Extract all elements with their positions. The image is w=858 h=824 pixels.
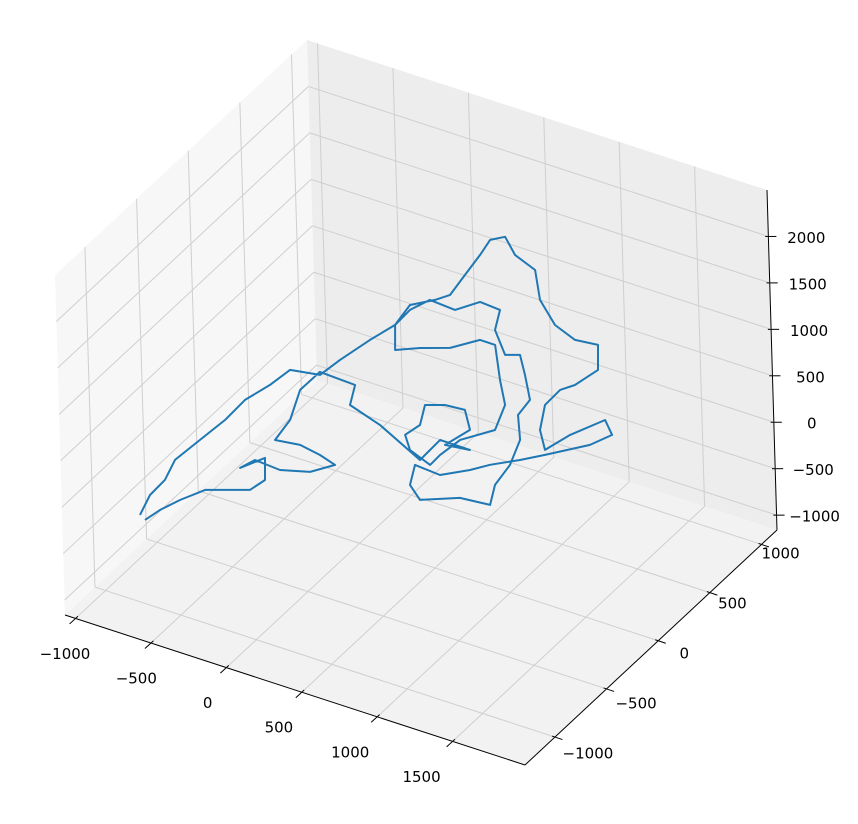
- x-tick-label: 0: [203, 694, 213, 712]
- grid-line: [136, 198, 148, 539]
- grid-line: [56, 86, 309, 322]
- grid-line: [239, 102, 251, 443]
- tick-mark: [370, 714, 380, 723]
- x-tick-label: −500: [116, 670, 157, 688]
- grid-line: [316, 364, 777, 516]
- z-tick-label: 2000: [787, 229, 825, 247]
- pane-left: [55, 40, 317, 615]
- line: [139, 235, 614, 521]
- grid-line: [226, 432, 479, 668]
- tick-mark: [551, 735, 563, 741]
- tick-mark: [603, 687, 615, 692]
- grid-line: [317, 43, 329, 384]
- tick-mark: [220, 665, 230, 674]
- tick-mark: [758, 542, 770, 548]
- grid-line: [198, 490, 659, 642]
- grid-line: [310, 178, 772, 330]
- z-tick-label: 0: [807, 415, 817, 433]
- grid-line: [694, 166, 706, 507]
- x-tick-label: 1000: [331, 743, 369, 761]
- grid-line: [301, 456, 555, 693]
- x-tick-label: 500: [265, 719, 294, 737]
- z-axis-line: [766, 189, 778, 531]
- grid-line: [60, 225, 313, 462]
- z-tick-label: 1000: [790, 322, 828, 340]
- grid-line: [94, 586, 556, 738]
- y-tick-label: −500: [615, 695, 656, 713]
- tick-mark: [655, 639, 666, 644]
- y-tick-label: −1000: [563, 745, 614, 763]
- grid-line: [61, 271, 315, 508]
- x-tick-label: −1000: [40, 645, 91, 663]
- grid-line: [146, 538, 607, 690]
- tick-mark: [69, 615, 79, 625]
- grid-line: [150, 407, 404, 644]
- y-tick-label: 500: [718, 595, 747, 613]
- grid-line: [291, 54, 303, 395]
- grid-line: [58, 178, 312, 415]
- grid-line: [84, 247, 96, 588]
- grid-line: [543, 117, 555, 458]
- grid-line: [618, 141, 630, 482]
- grid-line: [312, 225, 773, 377]
- z-tick-label: 1500: [789, 275, 827, 293]
- grid-line: [301, 393, 762, 545]
- grid-line: [452, 506, 705, 742]
- grid-line: [64, 364, 317, 601]
- z-tick-label: −1000: [789, 508, 840, 526]
- z-tick-label: 500: [796, 368, 825, 386]
- grid-line: [313, 271, 774, 423]
- tick-mark: [446, 738, 456, 748]
- x-tick-label: 1500: [402, 768, 440, 786]
- grid-line: [376, 481, 630, 718]
- grid-line: [309, 132, 770, 284]
- grid-line: [308, 85, 769, 237]
- tick-mark: [706, 591, 718, 596]
- grid-line: [75, 383, 328, 619]
- grid-line: [315, 318, 776, 470]
- tick-mark: [144, 640, 154, 649]
- grid-line: [392, 68, 404, 409]
- y-tick-label: 0: [679, 645, 689, 663]
- x-axis-line: [64, 614, 526, 766]
- y-axis-line: [524, 529, 778, 766]
- grid-line: [187, 150, 199, 491]
- z-tick-label: −500: [793, 461, 834, 479]
- pane-floor: [65, 380, 777, 765]
- tick-mark: [295, 689, 305, 699]
- grid-line: [62, 318, 316, 555]
- grid-line: [57, 132, 311, 369]
- y-tick-label: 1000: [761, 545, 799, 563]
